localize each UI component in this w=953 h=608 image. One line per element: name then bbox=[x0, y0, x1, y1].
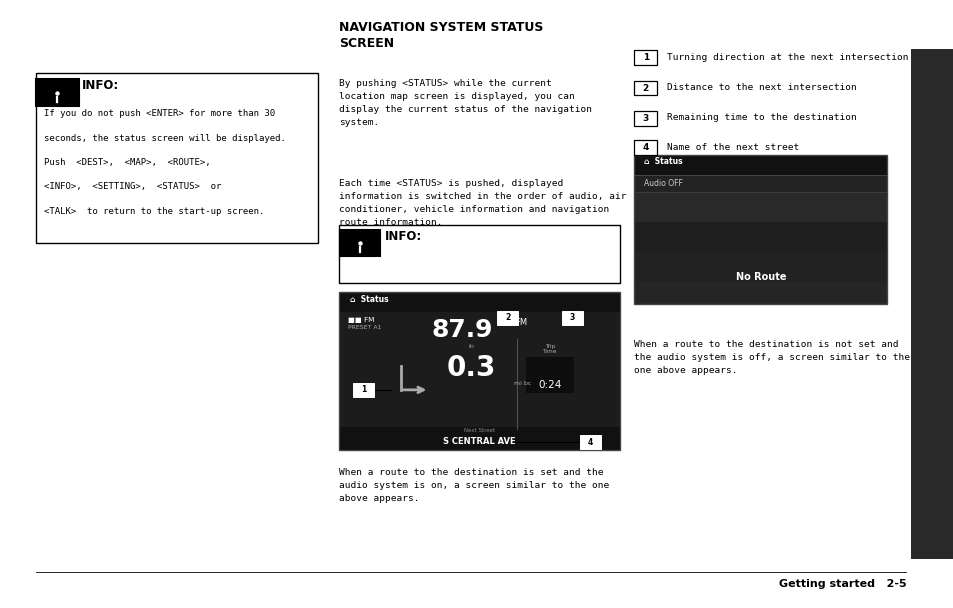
FancyBboxPatch shape bbox=[497, 311, 517, 325]
Text: 3: 3 bbox=[569, 314, 575, 322]
Text: Remaining time to the destination: Remaining time to the destination bbox=[666, 114, 856, 122]
Text: Trip
Time: Trip Time bbox=[542, 344, 557, 354]
FancyBboxPatch shape bbox=[634, 111, 657, 126]
Text: Next Street: Next Street bbox=[463, 428, 495, 433]
Bar bbox=[634, 155, 886, 175]
Text: In: In bbox=[468, 344, 474, 348]
Text: 2: 2 bbox=[505, 314, 510, 322]
Text: Getting started   2-5: Getting started 2-5 bbox=[778, 579, 905, 589]
Text: Distance to the next intersection: Distance to the next intersection bbox=[666, 83, 856, 92]
Bar bbox=[634, 274, 886, 304]
Bar bbox=[634, 222, 886, 252]
Text: ■■ FM: ■■ FM bbox=[348, 317, 375, 323]
FancyBboxPatch shape bbox=[634, 50, 657, 65]
Text: Each time <STATUS> is pushed, displayed
information is switched in the order of : Each time <STATUS> is pushed, displayed … bbox=[338, 179, 625, 227]
Text: depending on various factors, such as the: depending on various factors, such as th… bbox=[338, 333, 574, 342]
Text: When a route to the destination is set and the
audio system is on, a screen simi: When a route to the destination is set a… bbox=[338, 468, 608, 503]
Text: 3: 3 bbox=[642, 114, 648, 123]
Text: 0.3: 0.3 bbox=[446, 354, 496, 382]
Text: mi bc: mi bc bbox=[514, 381, 531, 386]
FancyBboxPatch shape bbox=[634, 140, 657, 155]
Text: When a route to the destination is not set and
the audio system is off, a screen: When a route to the destination is not s… bbox=[634, 340, 909, 375]
Bar bbox=[338, 292, 619, 450]
Text: By pushing <STATUS> while the current
location map screen is displayed, you can
: By pushing <STATUS> while the current lo… bbox=[338, 79, 591, 126]
Text: There are different status screens displayed: There are different status screens displ… bbox=[338, 310, 591, 319]
Bar bbox=[634, 162, 886, 192]
Text: <TALK>  to return to the start-up screen.: <TALK> to return to the start-up screen. bbox=[44, 207, 264, 216]
FancyBboxPatch shape bbox=[339, 230, 379, 256]
Text: ⌂  Status: ⌂ Status bbox=[350, 295, 388, 304]
Text: If you do not push <ENTER> for more than 30: If you do not push <ENTER> for more than… bbox=[44, 109, 274, 119]
Bar bbox=[634, 192, 886, 222]
Text: Audio OFF: Audio OFF bbox=[643, 179, 682, 188]
Text: has been set or not, etc.: has been set or not, etc. bbox=[338, 379, 482, 389]
Bar bbox=[910, 49, 953, 559]
FancyBboxPatch shape bbox=[35, 78, 78, 106]
Text: ⌂  Status: ⌂ Status bbox=[643, 157, 681, 167]
FancyBboxPatch shape bbox=[634, 81, 657, 95]
Text: PRESET A1: PRESET A1 bbox=[348, 325, 381, 330]
Text: <INFO>,  <SETTING>,  <STATUS>  or: <INFO>, <SETTING>, <STATUS> or bbox=[44, 182, 221, 192]
Text: 2: 2 bbox=[642, 84, 648, 92]
Text: No Route: No Route bbox=[735, 272, 785, 282]
Text: Name of the next street: Name of the next street bbox=[666, 143, 799, 151]
Text: NAVIGATION SYSTEM STATUS
SCREEN: NAVIGATION SYSTEM STATUS SCREEN bbox=[338, 21, 542, 50]
Text: 0:24: 0:24 bbox=[537, 380, 561, 390]
Bar bbox=[338, 292, 619, 312]
FancyBboxPatch shape bbox=[338, 225, 619, 283]
Text: currently active mode, whether a destination: currently active mode, whether a destina… bbox=[338, 356, 591, 365]
Text: Turning direction at the next intersection: Turning direction at the next intersecti… bbox=[666, 53, 907, 61]
FancyBboxPatch shape bbox=[579, 435, 600, 449]
Text: FM: FM bbox=[515, 318, 527, 327]
Text: 4: 4 bbox=[642, 143, 648, 152]
Text: S CENTRAL AVE: S CENTRAL AVE bbox=[442, 437, 516, 446]
Text: 4: 4 bbox=[587, 438, 593, 446]
FancyBboxPatch shape bbox=[561, 311, 582, 325]
Text: INFO:: INFO: bbox=[82, 79, 119, 92]
Text: seconds, the status screen will be displayed.: seconds, the status screen will be displ… bbox=[44, 134, 286, 143]
Text: 1: 1 bbox=[360, 385, 366, 395]
Bar bbox=[634, 252, 886, 282]
Text: 87.9: 87.9 bbox=[432, 318, 493, 342]
Bar bbox=[525, 356, 573, 393]
Text: 1: 1 bbox=[642, 54, 648, 62]
FancyBboxPatch shape bbox=[353, 383, 374, 396]
Text: INFO:: INFO: bbox=[384, 230, 421, 243]
FancyBboxPatch shape bbox=[36, 73, 317, 243]
Text: Push  <DEST>,  <MAP>,  <ROUTE>,: Push <DEST>, <MAP>, <ROUTE>, bbox=[44, 158, 211, 167]
Bar bbox=[338, 427, 619, 450]
